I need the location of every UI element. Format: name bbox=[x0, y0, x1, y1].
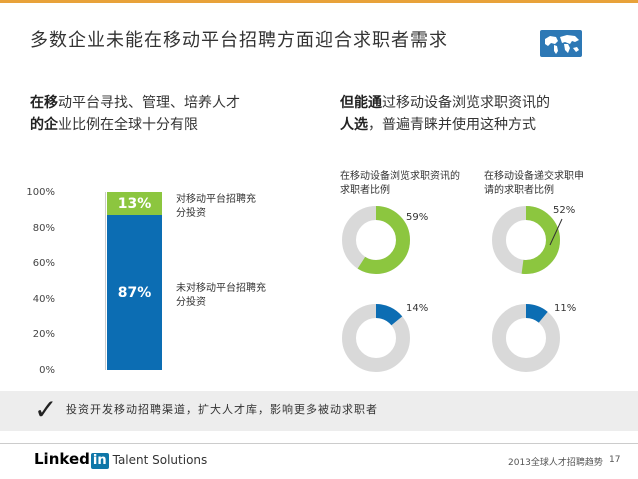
footer-divider bbox=[0, 443, 638, 444]
linkedin-logo: Linked in Talent Solutions bbox=[34, 450, 208, 469]
bar-segment-invested: 13% bbox=[107, 192, 162, 215]
y-axis-line bbox=[105, 192, 106, 370]
donut-value-arc bbox=[342, 206, 410, 274]
donut-label-apply-bottom: 11% bbox=[554, 303, 577, 314]
y-tick-label: 20% bbox=[32, 329, 55, 341]
checkmark-icon: ✓ bbox=[34, 393, 58, 426]
caption-browse: 在移动设备浏览求职资讯的 求职者比例 bbox=[340, 171, 460, 196]
donut-label-apply-top: 52% bbox=[553, 205, 576, 216]
donut-callout-line bbox=[549, 218, 563, 246]
donut-remainder bbox=[492, 304, 560, 372]
donut-browse-top bbox=[342, 206, 410, 274]
donut-value-arc bbox=[342, 304, 410, 372]
bar-label-not-invested: 未对移动平台招聘充 分投资 bbox=[176, 283, 266, 308]
y-tick-label: 60% bbox=[32, 258, 55, 270]
y-tick-label: 80% bbox=[32, 222, 55, 234]
bar-segment-not-invested: 87% bbox=[107, 215, 162, 370]
footer-note: 2013全球人才招聘趋势 bbox=[508, 458, 603, 468]
y-tick-label: 40% bbox=[32, 293, 55, 305]
world-map-icon bbox=[540, 30, 582, 57]
donut-browse-bottom bbox=[342, 304, 410, 372]
takeaway-text: 投资开发移动招聘渠道，扩大人才库，影响更多被动求职者 bbox=[66, 403, 378, 416]
donut-value-arc bbox=[492, 206, 560, 274]
takeaway-band bbox=[0, 391, 638, 431]
donut-label-browse-top: 59% bbox=[406, 212, 429, 223]
page-number: 17 bbox=[609, 455, 621, 465]
caption-apply: 在移动设备递交求职申 请的求职者比例 bbox=[484, 171, 584, 196]
right-heading: 但能通过移动设备浏览求职资讯的 人选，普遍青睐并使用这种方式 bbox=[340, 95, 550, 133]
donut-label-browse-bottom: 14% bbox=[406, 303, 429, 314]
donut-apply-top bbox=[492, 206, 560, 274]
top-accent-bar bbox=[0, 0, 638, 3]
donut-apply-bottom bbox=[492, 304, 560, 372]
y-tick-label: 100% bbox=[26, 187, 55, 198]
donut-value-arc bbox=[492, 304, 560, 372]
bar-label-invested: 对移动平台招聘充 分投资 bbox=[176, 194, 256, 219]
left-heading: 在移动平台寻找、管理、培养人才 的企业比例在全球十分有限 bbox=[30, 95, 240, 133]
slide-title: 多数企业未能在移动平台招聘方面迎合求职者需求 bbox=[30, 30, 448, 51]
y-tick-label: 0% bbox=[39, 365, 55, 376]
